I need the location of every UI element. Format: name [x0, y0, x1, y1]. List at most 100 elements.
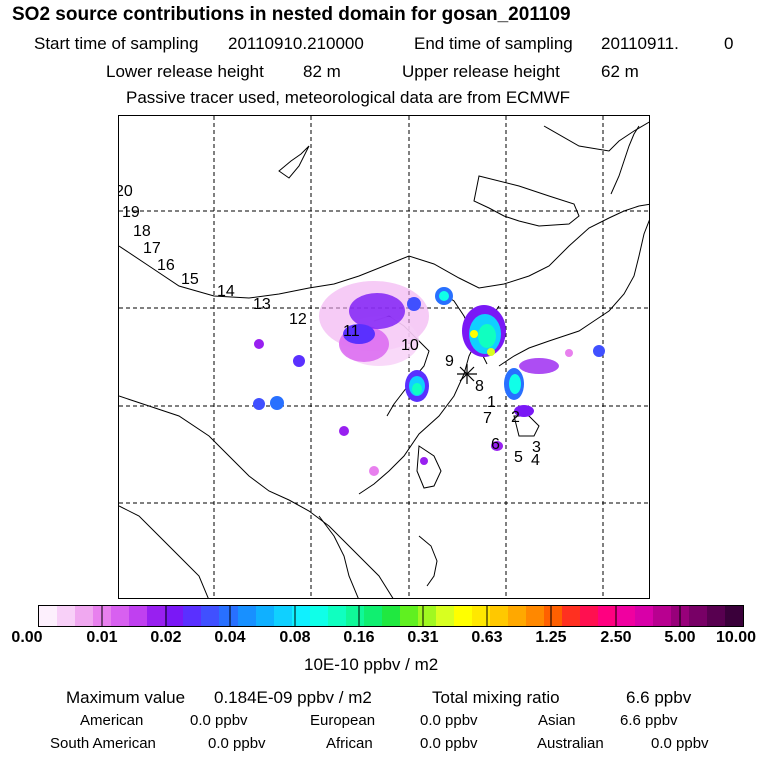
region-american-label: American	[80, 712, 144, 729]
colorbar-tick-10: 5.00	[664, 629, 696, 646]
region-south-american-value: 0.0 ppbv	[208, 735, 266, 752]
total-mixing-value: 6.6 ppbv	[626, 688, 692, 707]
colorbar-swatch	[598, 606, 617, 626]
trajectory-label-14: 14	[217, 283, 235, 300]
colorbar-swatch	[237, 606, 256, 626]
end-time-suffix: 0	[724, 34, 734, 53]
colorbar-unit: 10E-10 ppbv / m2	[304, 655, 439, 674]
trajectory-label-7: 7	[483, 410, 492, 427]
colorbar-dividers	[101, 605, 681, 627]
colorbar-swatch	[75, 606, 94, 626]
colorbar-tick-1: 0.01	[86, 629, 118, 646]
colorbar-swatch	[255, 606, 274, 626]
colorbar-swatch	[147, 606, 166, 626]
colorbar-swatch	[616, 606, 635, 626]
concentration-field	[253, 281, 605, 476]
start-time-label: Start time of sampling	[34, 34, 199, 53]
region-european-label: European	[310, 712, 376, 729]
colorbar-swatch	[724, 606, 743, 626]
colorbar	[38, 605, 744, 627]
colorbar-swatch	[111, 606, 130, 626]
trajectory-label-2: 2	[511, 409, 520, 426]
trajectory-label-20: 20	[119, 183, 133, 200]
upper-height-label: Upper release height	[402, 62, 560, 81]
trajectory-label-10: 10	[401, 337, 419, 354]
colorbar-swatch	[634, 606, 653, 626]
trajectory-label-15: 15	[181, 271, 199, 288]
colorbar-tick-7: 0.63	[471, 629, 503, 646]
colorbar-swatch	[490, 606, 509, 626]
region-asian-label: Asian	[538, 712, 576, 729]
colorbar-tick-11: 10.00	[715, 629, 757, 646]
max-value-label: Maximum value	[66, 688, 186, 707]
trajectory-label-11: 11	[343, 323, 360, 340]
lower-height-label: Lower release height	[106, 62, 264, 81]
map-panel: 20 19 18 17 16 15 14 13 12 11 10 9 8 1 7…	[118, 115, 650, 599]
colorbar-tick-5: 0.16	[343, 629, 375, 646]
region-asian-value: 6.6 ppbv	[620, 712, 678, 729]
colorbar-swatch	[508, 606, 527, 626]
colorbar-swatch	[688, 606, 707, 626]
end-time-value: 20110911.	[601, 34, 679, 53]
region-australian-label: Australian	[537, 735, 604, 752]
max-value: 0.184E-09 ppbv / m2	[214, 688, 372, 707]
region-australian-value: 0.0 ppbv	[651, 735, 709, 752]
trajectory-label-3: 3	[532, 439, 541, 456]
trajectory-label-1: 1	[487, 394, 496, 411]
colorbar-swatch	[417, 606, 437, 626]
colorbar-swatch	[652, 606, 671, 626]
colorbar-swatch	[562, 606, 581, 626]
trajectory-label-13: 13	[253, 296, 271, 313]
start-time-value: 20110910.210000	[228, 34, 364, 53]
map-canvas	[119, 116, 649, 598]
colorbar-swatch	[39, 606, 58, 626]
total-mixing-label: Total mixing ratio	[432, 688, 560, 707]
region-african-label: African	[326, 735, 373, 752]
colorbar-swatch	[165, 606, 184, 626]
lower-height-value: 82 m	[303, 62, 341, 81]
trajectory-label-5: 5	[514, 449, 523, 466]
colorbar-swatch	[436, 606, 455, 626]
colorbar-swatch	[273, 606, 292, 626]
colorbar-swatch	[363, 606, 382, 626]
trajectory-label-18: 18	[133, 223, 151, 240]
colorbar-swatch	[309, 606, 328, 626]
colorbar-tick-4: 0.08	[279, 629, 311, 646]
map-title: SO2 source contributions in nested domai…	[12, 4, 571, 25]
colorbar-tick-0: 0.00	[11, 629, 43, 646]
colorbar-swatch	[544, 606, 563, 626]
trajectory-label-4: 4	[531, 452, 540, 469]
trajectory-label-16: 16	[157, 257, 175, 274]
end-time-label: End time of sampling	[414, 34, 573, 53]
colorbar-swatch	[219, 606, 238, 626]
tracer-note: Passive tracer used, meteorological data…	[126, 88, 571, 107]
colorbar-tick-8: 1.25	[535, 629, 567, 646]
coastlines	[119, 121, 649, 598]
colorbar-tick-6: 0.31	[407, 629, 439, 646]
trajectory-label-12: 12	[289, 311, 307, 328]
trajectory-label-17: 17	[143, 240, 161, 257]
colorbar-swatch	[201, 606, 220, 626]
colorbar-swatch	[129, 606, 148, 626]
colorbar-swatch	[454, 606, 473, 626]
colorbar-swatch	[580, 606, 599, 626]
region-african-value: 0.0 ppbv	[420, 735, 478, 752]
colorbar-swatch	[291, 606, 310, 626]
trajectory-label-9: 9	[445, 353, 454, 370]
colorbar-swatch	[381, 606, 400, 626]
colorbar-tick-9: 2.50	[600, 629, 632, 646]
colorbar-swatch	[399, 606, 418, 626]
colorbar-swatch	[327, 606, 346, 626]
colorbar-tick-3: 0.04	[214, 629, 246, 646]
release-site-marker	[457, 364, 477, 384]
region-american-value: 0.0 ppbv	[190, 712, 248, 729]
trajectory-label-6: 6	[491, 436, 500, 453]
colorbar-swatch	[472, 606, 491, 626]
colorbar-tick-2: 0.02	[150, 629, 182, 646]
colorbar-swatch	[526, 606, 545, 626]
colorbar-swatch	[57, 606, 76, 626]
trajectory-label-8: 8	[475, 378, 484, 395]
trajectory-label-19: 19	[122, 204, 140, 221]
upper-height-value: 62 m	[601, 62, 639, 81]
colorbar-swatch	[706, 606, 725, 626]
